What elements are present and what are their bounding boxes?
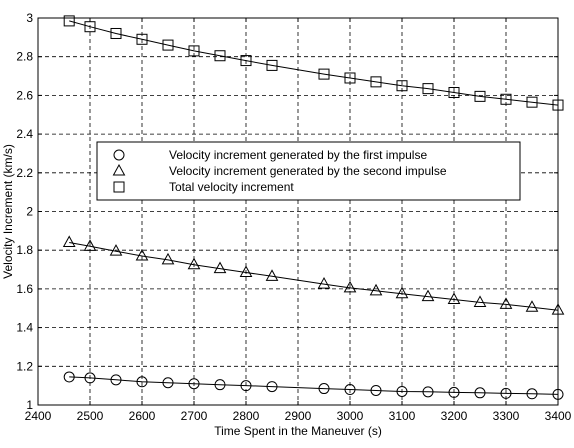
data-point-circle (500, 387, 512, 399)
data-point-square (318, 68, 330, 80)
series-layer (62, 15, 565, 400)
data-point-square (370, 76, 382, 88)
x-tick-label: 2600 (129, 409, 156, 423)
data-point-circle (266, 381, 278, 393)
data-point-circle (240, 380, 252, 392)
data-point-square (526, 96, 538, 108)
data-point-square (422, 83, 434, 95)
data-point-triangle (499, 297, 513, 309)
x-tick-label: 3300 (493, 409, 520, 423)
data-point-circle (136, 376, 148, 388)
x-axis-label: Time Spent in the Maneuver (s) (214, 424, 382, 438)
data-point-triangle (62, 235, 76, 247)
data-point-triangle (83, 239, 97, 251)
data-point-square (500, 93, 512, 105)
legend-box (96, 141, 521, 201)
data-point-square (344, 72, 356, 84)
data-point-circle (448, 386, 460, 398)
y-tick-label: 1.6 (16, 282, 33, 296)
y-tick-label: 2.6 (16, 88, 33, 102)
data-point-circle (110, 374, 122, 386)
y-tick-label: 2.4 (16, 127, 33, 141)
series-circle (63, 371, 564, 400)
x-tick-label: 2700 (181, 409, 208, 423)
data-point-circle (474, 387, 486, 399)
data-point-triangle (369, 283, 383, 296)
data-point-square (162, 39, 174, 51)
data-point-circle (396, 385, 408, 397)
data-point-circle (84, 372, 96, 384)
data-point-circle (422, 386, 434, 398)
series-square (63, 15, 564, 111)
series-line (69, 242, 559, 311)
data-point-square (188, 45, 200, 57)
y-tick-label: 3 (26, 11, 33, 25)
data-point-square (110, 27, 122, 39)
data-point-square (396, 80, 408, 92)
x-tick-label: 3200 (441, 409, 468, 423)
data-point-circle (162, 377, 174, 389)
data-point-circle (214, 379, 226, 391)
y-tick-label: 1.8 (16, 243, 33, 257)
y-tick-label: 2.8 (16, 50, 33, 64)
series-line (69, 376, 559, 395)
legend-label: Velocity increment generated by the firs… (169, 148, 427, 162)
x-tick-label: 3100 (389, 409, 416, 423)
data-point-triangle (135, 248, 149, 261)
grid-lines (38, 18, 558, 405)
data-point-circle (188, 378, 200, 390)
legend-label: Velocity increment generated by the seco… (169, 164, 447, 178)
x-tick-label: 3400 (545, 409, 572, 423)
data-point-circle (344, 384, 356, 396)
data-point-triangle (187, 257, 201, 270)
data-point-triangle (161, 252, 175, 265)
axis-ticks: 2400 2500 2600 2700 2800 2900 3000 3100 3200 3300… (16, 11, 571, 423)
y-tick-label: 1 (26, 398, 33, 412)
legend-marker-circle (113, 149, 125, 161)
data-point-square (214, 50, 226, 62)
x-tick-label: 2500 (77, 409, 104, 423)
x-tick-label: 2400 (25, 409, 52, 423)
data-point-triangle (239, 265, 253, 277)
data-point-circle (370, 384, 382, 396)
y-tick-label: 2 (26, 205, 33, 219)
y-tick-label: 1.4 (16, 321, 33, 335)
legend-marker-square (113, 181, 125, 193)
data-point-triangle (525, 300, 539, 312)
data-point-square (240, 55, 252, 67)
legend-items: Velocity increment generated by the firs… (112, 148, 447, 194)
x-tick-label: 2900 (285, 409, 312, 423)
data-point-triangle (473, 295, 487, 307)
data-point-square (474, 90, 486, 102)
data-point-triangle (109, 244, 123, 256)
data-point-triangle (421, 289, 435, 302)
data-point-square (266, 59, 278, 71)
data-point-circle (63, 371, 75, 383)
x-tick-label: 2800 (233, 409, 260, 423)
data-point-square (448, 86, 460, 98)
legend: Velocity increment generated by the firs… (96, 141, 521, 201)
data-point-triangle (317, 277, 331, 289)
series-triangle (62, 235, 565, 315)
data-point-square (63, 15, 75, 27)
series-line (69, 20, 559, 106)
data-point-triangle (343, 280, 357, 293)
data-point-triangle (213, 261, 227, 274)
legend-label: Total velocity increment (169, 180, 294, 194)
y-tick-label: 2.2 (16, 166, 33, 180)
y-axis-label: Velocity Increment (km/s) (1, 144, 15, 279)
data-point-square (136, 33, 148, 45)
legend-marker-triangle (112, 163, 126, 176)
data-point-triangle (395, 286, 409, 299)
data-point-triangle (265, 269, 279, 281)
y-tick-label: 1.2 (16, 359, 33, 373)
x-tick-label: 3000 (337, 409, 364, 423)
data-point-circle (526, 388, 538, 400)
data-point-circle (318, 383, 330, 395)
data-point-triangle (447, 292, 461, 305)
